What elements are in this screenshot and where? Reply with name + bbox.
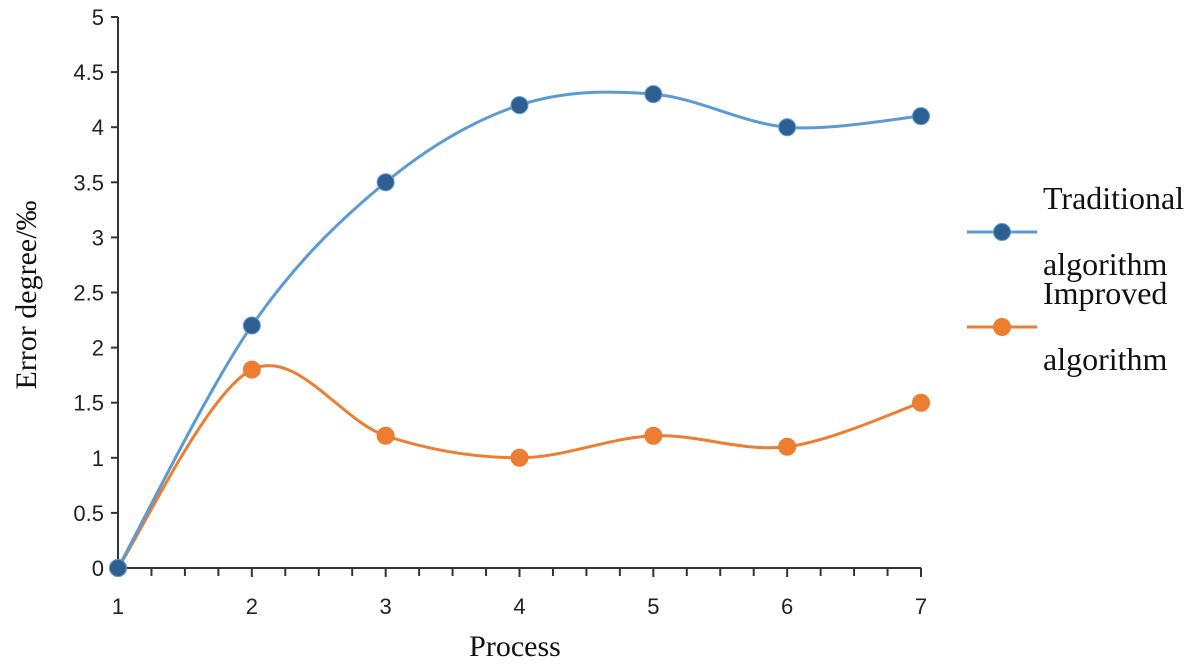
y-tick-label: 2 <box>92 336 104 361</box>
series-1-point <box>376 426 395 445</box>
x-tick-label: 7 <box>915 594 927 619</box>
series-0-point <box>510 96 529 115</box>
series-0-point <box>912 107 930 126</box>
series-line-0 <box>116 90 922 569</box>
y-tick-label: 0 <box>92 556 104 581</box>
series-0-point <box>376 173 395 192</box>
series-0-point <box>644 85 663 104</box>
x-tick-labels: 1 2 3 4 5 6 7 <box>112 594 927 619</box>
x-tick-label: 6 <box>781 594 793 619</box>
axes <box>111 16 922 577</box>
x-tick-label: 3 <box>380 594 392 619</box>
legend-label-1-line2: algorithm <box>1043 341 1168 377</box>
series-1-point <box>778 437 797 456</box>
y-tick-label: 0.5 <box>73 501 104 526</box>
legend-label-1-line1: Improved <box>1043 275 1167 311</box>
series-1-point <box>510 448 529 467</box>
y-tick-label: 1.5 <box>73 391 104 416</box>
x-axis-title: Process <box>469 630 561 663</box>
legend-marker-0 <box>993 223 1011 241</box>
y-tick-label: 3 <box>92 225 104 250</box>
y-tick-label: 3.5 <box>73 170 104 195</box>
series-layer <box>109 85 930 577</box>
y-tick-label: 2.5 <box>73 281 104 306</box>
x-tick-label: 2 <box>246 594 258 619</box>
y-axis-title: Error degree/‰ <box>10 200 43 389</box>
series-0-point <box>109 559 127 577</box>
series-0-point <box>778 118 797 137</box>
x-tick-label: 1 <box>112 594 124 619</box>
series-1-point <box>912 393 930 412</box>
legend-marker-1 <box>993 318 1011 336</box>
series-1-point <box>242 360 261 379</box>
y-tick-label: 5 <box>92 5 104 30</box>
y-tick-label: 4.5 <box>73 60 104 85</box>
legend-label-0-line2: algorithm <box>1043 246 1168 282</box>
series-0-point <box>242 316 261 335</box>
y-tick-labels: 0 0.5 1 1.5 2 2.5 3 3.5 4 4.5 5 <box>73 5 104 581</box>
y-tick-label: 4 <box>92 115 104 140</box>
x-tick-label: 5 <box>647 594 659 619</box>
x-tick-label: 4 <box>513 594 525 619</box>
y-tick-label: 1 <box>92 446 104 471</box>
legend-label-0-line1: Traditional <box>1043 180 1184 216</box>
series-1-point <box>644 426 663 445</box>
